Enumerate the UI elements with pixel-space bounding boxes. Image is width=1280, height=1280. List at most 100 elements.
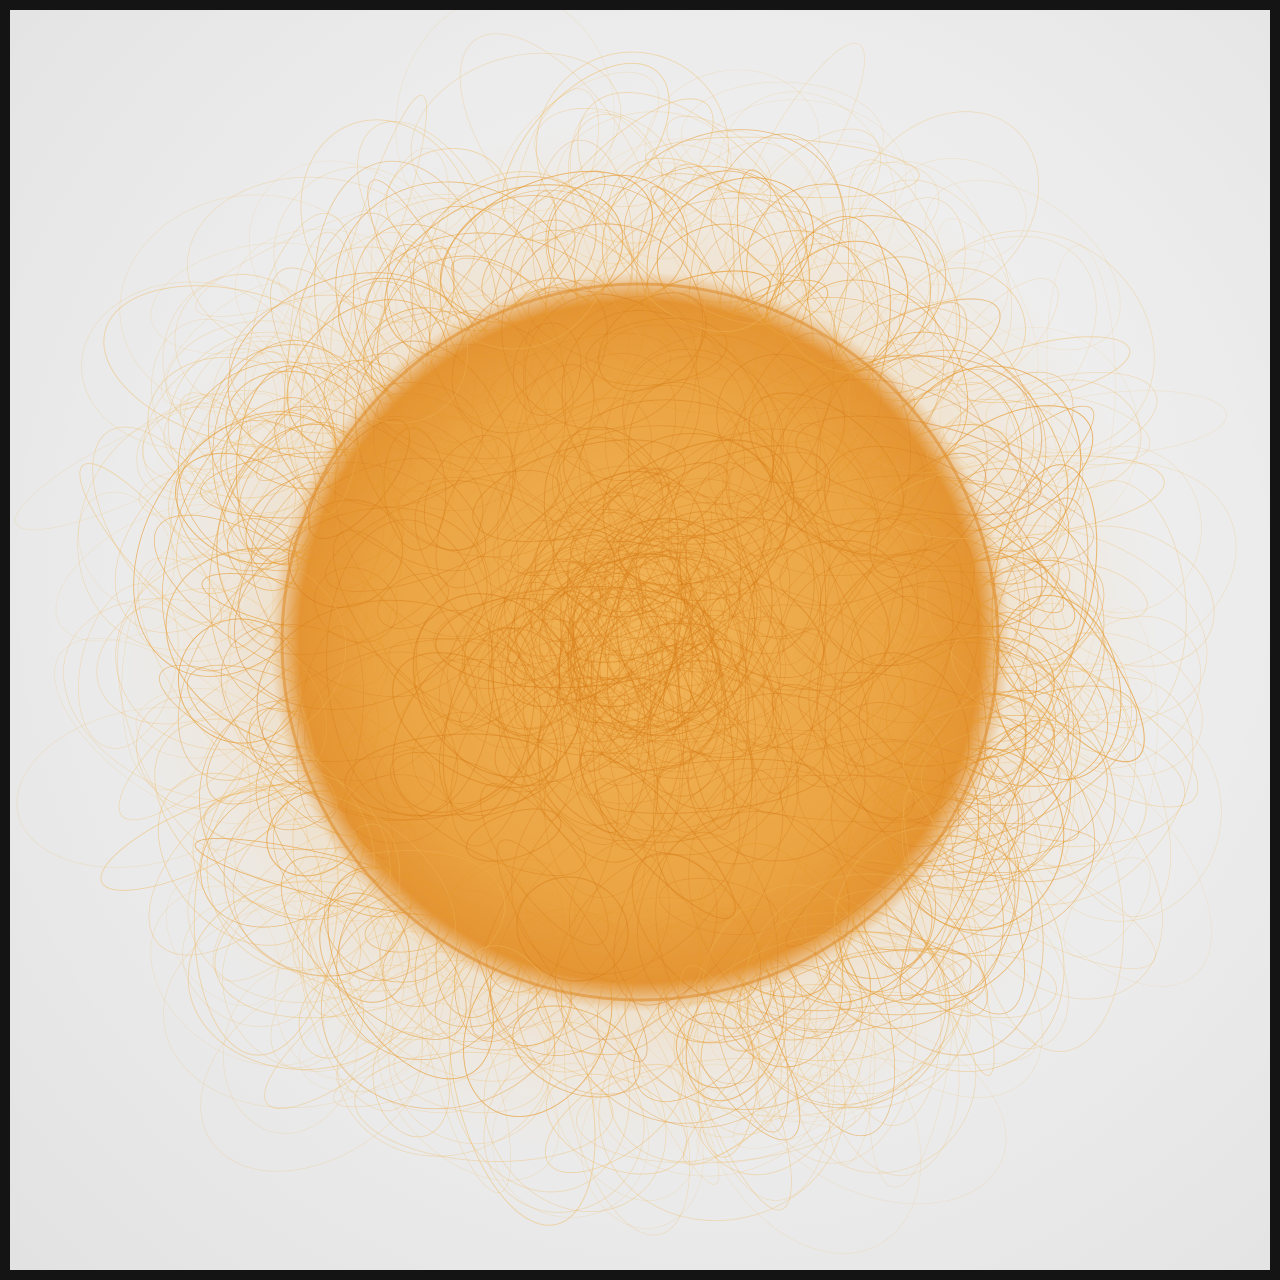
scribble-loop [698, 904, 928, 1033]
scribble-loop [115, 552, 347, 751]
scribble-loop [725, 332, 835, 519]
scribble-loop [580, 642, 720, 796]
scribble-loop [772, 948, 972, 1012]
scribble-loop [679, 534, 756, 755]
scribble-loop [594, 520, 687, 764]
scribble-loop [286, 299, 448, 451]
scribble-loop [607, 157, 779, 332]
scribble-loop [463, 938, 613, 1118]
scribble-loop [147, 356, 324, 499]
scribble-loop [178, 361, 389, 572]
scribble-loop [738, 925, 903, 1093]
scribble-loop [512, 1005, 641, 1098]
scribble-loop [572, 586, 645, 770]
scribble-loop [787, 262, 878, 313]
scribble-loop [777, 296, 955, 401]
scribble-loop [733, 1074, 852, 1149]
scribble-loop [135, 687, 258, 759]
scribble-loop [543, 426, 679, 613]
scribble-loop [631, 622, 717, 723]
scribble-loop [585, 318, 728, 386]
scribble-loop [194, 837, 470, 917]
scribble-loop [78, 583, 179, 749]
scribble-loop [753, 993, 1036, 1066]
scribble-loop [174, 274, 314, 410]
scribble-loop [166, 877, 280, 1006]
scribble-loop [251, 462, 493, 697]
scribble-loop [362, 209, 569, 298]
scribble-loop [617, 502, 791, 673]
scribble-loop [287, 231, 366, 516]
scribble-loop [226, 518, 299, 591]
scribble-loop [370, 245, 455, 405]
scribble-loop [158, 664, 314, 758]
scribble-loop [771, 355, 1043, 556]
scribble-loop [345, 774, 448, 844]
scribble-loop [737, 169, 815, 415]
scribble-loop [357, 121, 497, 295]
scribble-loop [429, 170, 606, 352]
scribble-loop [284, 891, 394, 1047]
scribble-loop [561, 897, 787, 1124]
scribble-loop [721, 396, 831, 666]
scribble-loop [558, 594, 723, 772]
scribble-loop [222, 890, 405, 1072]
scribble-loop [255, 683, 379, 831]
scribble-loop [815, 931, 960, 1177]
scribble-loop [78, 491, 175, 608]
scribble-loop [268, 755, 425, 918]
scribble-loop [1076, 607, 1158, 864]
scribble-loop [409, 261, 592, 514]
scribble-loop [187, 880, 428, 1070]
scribble-loop [208, 422, 403, 713]
sun-rim [280, 282, 1000, 1002]
scribble-loop [299, 1007, 422, 1093]
scribble-lines [15, 10, 1237, 1254]
scribble-loop [808, 549, 979, 777]
scribble-loop [330, 94, 427, 362]
scribble-loop [833, 256, 961, 394]
scribble-loop [214, 850, 506, 1019]
scribble-loop [859, 160, 985, 286]
scribble-loop [795, 991, 977, 1174]
scribble-loop [716, 353, 845, 484]
scribble-loop [569, 551, 728, 708]
scribble-loop [486, 911, 557, 993]
scribble-loop [920, 723, 1186, 848]
scribble-loop [971, 761, 1124, 1052]
scribble-loop [274, 899, 427, 1081]
scribble-loop [412, 593, 582, 778]
scribble-loop [206, 638, 389, 805]
scribble-loop [646, 170, 811, 381]
scribble-loop [884, 389, 962, 471]
scribble-loop [488, 597, 634, 845]
scribble-loop [727, 912, 971, 1094]
scribble-loop [675, 1012, 754, 1089]
scribble-loop [576, 1057, 868, 1164]
scribble-loop [661, 518, 789, 596]
scribble-loop [598, 554, 667, 688]
scribble-loop [203, 782, 414, 851]
scribble-loop [532, 139, 634, 356]
scribble-loop [423, 435, 516, 552]
scribble-loop [735, 983, 914, 1062]
scribble-loop [598, 566, 823, 691]
scribble-loop [580, 1075, 704, 1229]
scribble-sun-drawing [15, 10, 1237, 1254]
scribble-loop [336, 960, 556, 1157]
scribble-loop [660, 144, 833, 344]
scribble-loop [795, 415, 1042, 516]
scribble-loop [564, 989, 691, 1236]
scribble-loop [722, 895, 855, 1052]
scribble-loop [487, 608, 576, 737]
scribble-loop [543, 556, 741, 656]
scribble-loop [828, 998, 876, 1165]
scribble-loop [377, 573, 449, 629]
scribble-loop [494, 676, 630, 786]
scribble-loop [1021, 390, 1227, 455]
scribble-loop [163, 393, 252, 470]
scribble-loop [936, 218, 1039, 389]
scribble-loop [736, 493, 864, 684]
scribble-loop [212, 830, 361, 982]
scribble-loop [220, 414, 399, 567]
